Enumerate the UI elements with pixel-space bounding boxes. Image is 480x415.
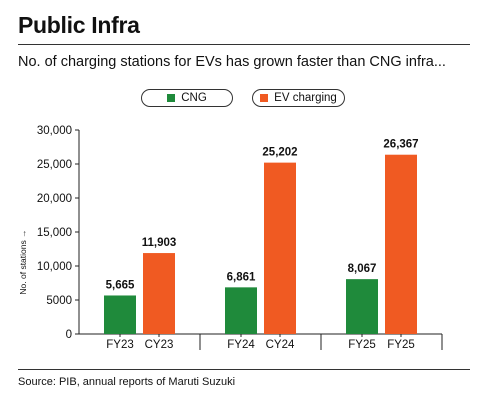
title-divider: [18, 44, 470, 45]
legend-item-cng: CNG: [141, 89, 233, 107]
x-tick-label: FY25: [387, 339, 415, 351]
x-tick-label: CY24: [266, 339, 295, 351]
y-tick-label: 10,000: [37, 261, 72, 273]
data-label: 8,067: [348, 263, 377, 275]
x-tick-label: FY23: [106, 339, 134, 351]
bar-cng-fy25: [346, 279, 378, 334]
legend-swatch-ev-charging: [260, 94, 269, 102]
data-label: 6,861: [227, 271, 256, 283]
data-label: 25,202: [262, 147, 297, 159]
legend-item-ev-charging: EV charging: [252, 89, 345, 107]
source-note: Source: PIB, annual reports of Maruti Su…: [18, 376, 236, 388]
bar-ev-charging-fy25: [385, 154, 417, 334]
y-tick-label: 15,000: [37, 227, 72, 239]
y-tick-label: 5000: [46, 295, 72, 307]
legend-label-ev-charging: EV charging: [274, 92, 337, 104]
chart-subtitle: No. of charging stations for EVs has gro…: [18, 54, 446, 70]
x-tick-label: FY24: [227, 339, 255, 351]
y-tick-label: 0: [66, 329, 72, 341]
page-title: Public Infra: [18, 12, 140, 38]
x-tick-label: CY23: [145, 339, 174, 351]
data-label: 5,665: [106, 279, 135, 291]
data-label: 11,903: [142, 237, 177, 249]
source-divider: [18, 369, 470, 370]
y-tick-label: 30,000: [37, 125, 72, 137]
bar-cng-fy23: [104, 295, 136, 334]
bar-cng-fy24: [225, 287, 257, 334]
legend-swatch-cng: [167, 94, 176, 102]
bar-ev-charging-cy24: [264, 162, 296, 334]
data-label: 26,367: [383, 139, 418, 151]
x-tick-label: FY25: [348, 339, 376, 351]
y-tick-label: 20,000: [37, 193, 72, 205]
y-axis-label: No. of stations →: [18, 229, 28, 294]
bar-ev-charging-cy23: [143, 253, 175, 334]
y-tick-label: 25,000: [37, 159, 72, 171]
legend-label-cng: CNG: [181, 92, 207, 104]
